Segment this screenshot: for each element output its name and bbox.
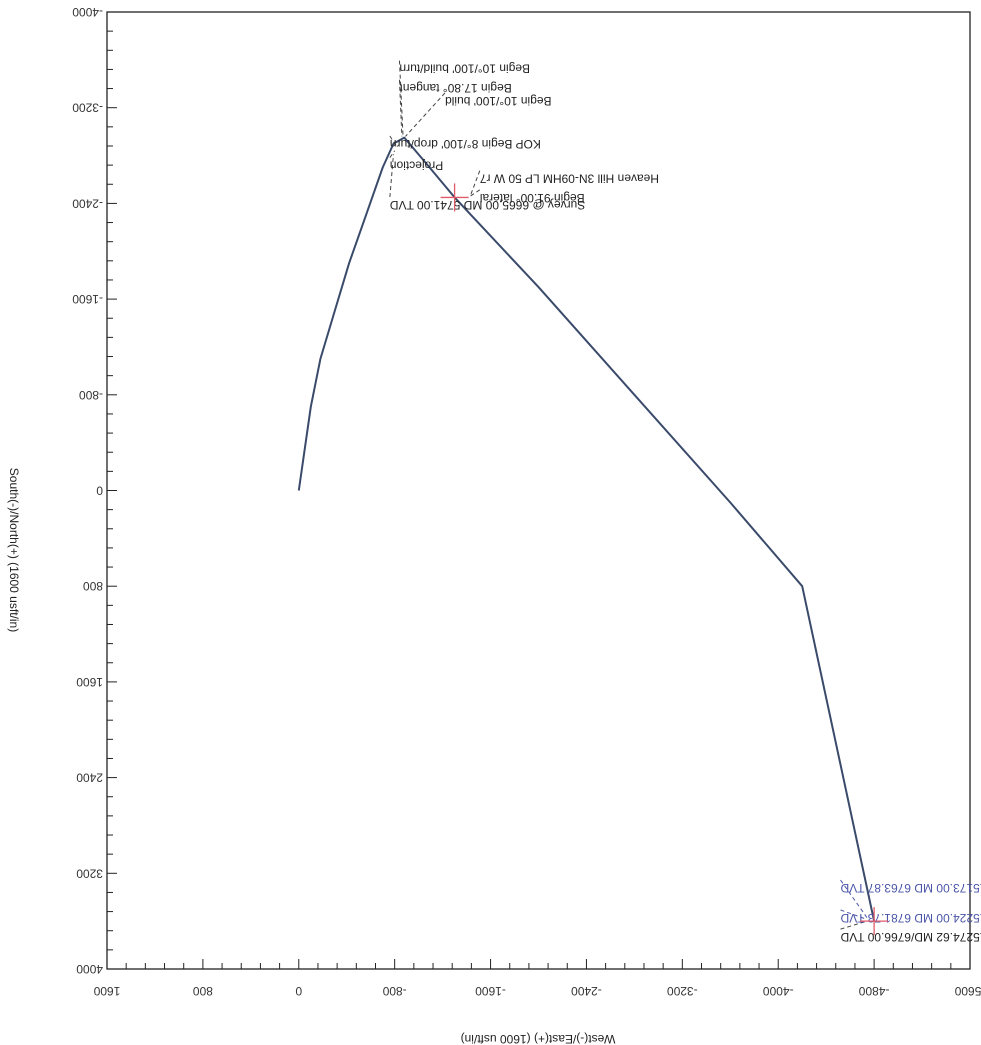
annotation-label: Begin 17.80° tangent [399, 81, 512, 95]
x-tick-label: 0 [295, 984, 302, 998]
tick-labels: 1600 800 0 -800 -1600 -2400 -3200 -4000 -4800 -56… [72, 5, 981, 998]
x-tick-label: -2400 [571, 984, 602, 998]
y-tick-label: 800 [83, 579, 103, 593]
annotation-label: Begin 10°/100' build/turn [399, 62, 530, 76]
y-tick-label: 0 [96, 484, 103, 498]
y-tick-label: 2400 [76, 771, 103, 785]
y-tick-label: -3200 [72, 101, 103, 115]
annotation-label: Survey @ 15173.00 MD 6763.87 TVD [840, 881, 981, 895]
annotation-label: Survey projected to 15224.00 MD 6781.73 … [840, 911, 981, 925]
annotation-label: PBHL/TD 15274.62 MD/6766.00 TVD [840, 930, 981, 944]
x-axis-title: West(-)/East(+) (1600 usft/in) [461, 1032, 616, 1045]
well-path-line [299, 138, 874, 922]
annotation-leader [470, 171, 480, 197]
annotation-label: Begin 10°/100' build [445, 94, 552, 108]
y-tick-label: -1600 [72, 292, 103, 306]
y-tick-label: -800 [79, 388, 103, 402]
x-tick-label: -4800 [858, 984, 889, 998]
annotation-label: KOP Begin 8°/100' drop/turn [390, 137, 541, 151]
data-series [299, 138, 874, 922]
annotation-label: Heaven Hill 3N-09HM LP 50 W r7 [479, 172, 659, 186]
y-tick-label: 4000 [76, 962, 103, 976]
x-tick-label: -1600 [475, 984, 506, 998]
annotation-label: Projection [390, 159, 443, 173]
annotation-leader [405, 93, 445, 136]
markers [441, 183, 889, 935]
x-tick-label: -5600 [954, 984, 981, 998]
x-tick-label: -3200 [667, 984, 698, 998]
annotations: Begin 10°/100' build/turn Begin 17.80° ta… [390, 62, 981, 944]
x-tick-label: -800 [382, 984, 406, 998]
x-tick-label: -4000 [763, 984, 794, 998]
annotation-label: Begin 91.00° lateral [480, 191, 585, 205]
y-tick-label: -2400 [72, 196, 103, 210]
x-tick-label: 800 [193, 984, 213, 998]
y-tick-label: 1600 [76, 675, 103, 689]
y-tick-label: -4000 [72, 5, 103, 19]
annotation-leaders [390, 61, 867, 929]
axis-titles: West(-)/East(+) (1600 usft/in) South(-)/… [7, 468, 615, 1045]
y-tick-label: 3200 [76, 866, 103, 880]
y-axis-title: South(-)/North(+) (1600 usft/in) [7, 468, 21, 632]
tick-marks [107, 12, 970, 969]
x-tick-label: 1600 [93, 984, 120, 998]
plot-frame [107, 12, 970, 969]
